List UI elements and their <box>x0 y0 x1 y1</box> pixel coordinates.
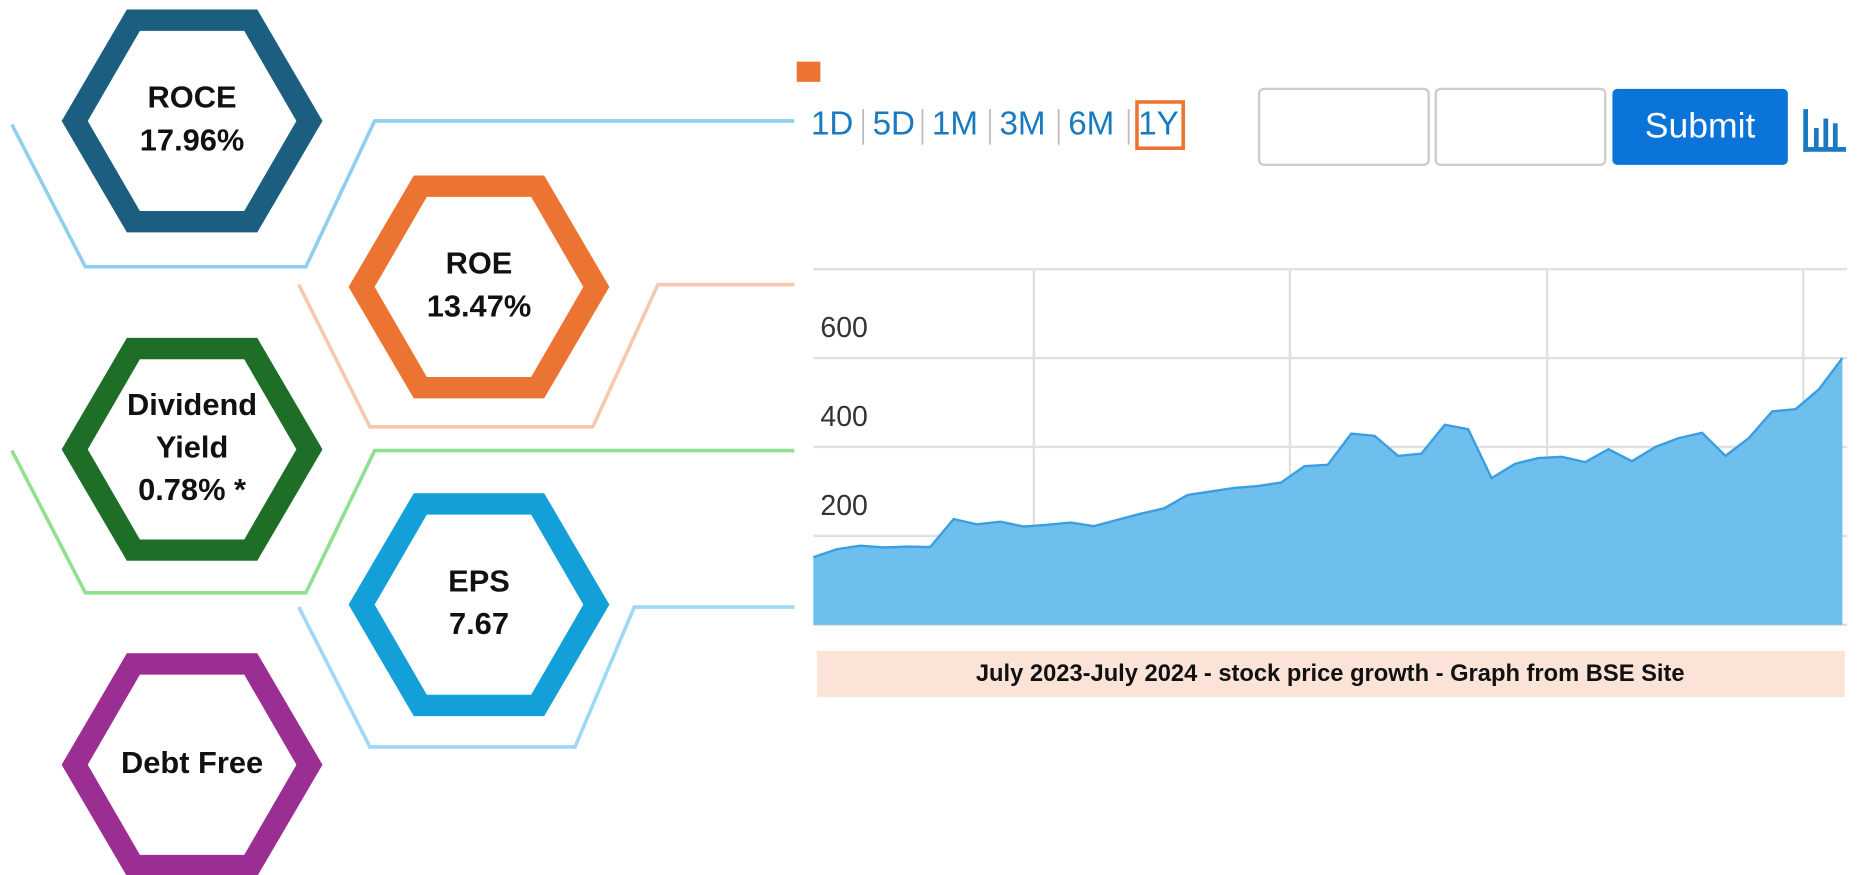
submit-button[interactable] <box>1612 88 1788 165</box>
y-tick-label: 200 <box>820 490 867 522</box>
range-option[interactable]: 6M <box>1068 105 1114 142</box>
metric-text: Yield <box>156 429 229 464</box>
date-input[interactable] <box>1434 87 1607 167</box>
submit-label: Submit <box>1645 105 1756 145</box>
hexagon-inner <box>87 359 297 540</box>
connector <box>297 282 795 429</box>
chart-icon[interactable] <box>1803 109 1846 152</box>
connectors <box>10 119 795 749</box>
metric-text: 0.78% * <box>138 472 246 507</box>
active-range <box>1135 100 1185 150</box>
range-option[interactable]: 5D <box>873 105 915 142</box>
y-tick-label: 400 <box>820 401 867 433</box>
metric-text: Dividend <box>127 387 257 422</box>
connector <box>10 448 795 595</box>
hexagon-inner <box>87 674 297 855</box>
range-option[interactable]: 1D <box>811 105 853 142</box>
area <box>813 358 1843 625</box>
metric-text: 7.67 <box>449 606 509 641</box>
metric-text: 17.96% <box>140 122 245 157</box>
hexagon-inner <box>87 30 297 212</box>
metric-text: ROCE <box>148 80 237 115</box>
connector <box>297 605 795 749</box>
marker <box>796 61 821 82</box>
caption-band <box>816 650 1845 698</box>
range-option[interactable]: 1M <box>932 105 978 142</box>
metric-text: EPS <box>448 563 510 598</box>
range-option[interactable]: 1Y <box>1138 105 1179 142</box>
metric-text: Debt Free <box>121 745 263 780</box>
y-tick-label: 600 <box>820 312 867 344</box>
metric-text: 13.47% <box>427 288 532 323</box>
chart-title: July 2023-July 2024 - stock price growth… <box>976 661 1685 687</box>
area-line <box>812 357 1844 559</box>
date-input[interactable] <box>1257 87 1430 167</box>
hexagon-inner <box>374 514 584 695</box>
metric-text: ROE <box>446 246 513 281</box>
connector <box>10 119 795 269</box>
hexagon-inner <box>374 196 584 378</box>
range-option[interactable]: 3M <box>999 105 1045 142</box>
